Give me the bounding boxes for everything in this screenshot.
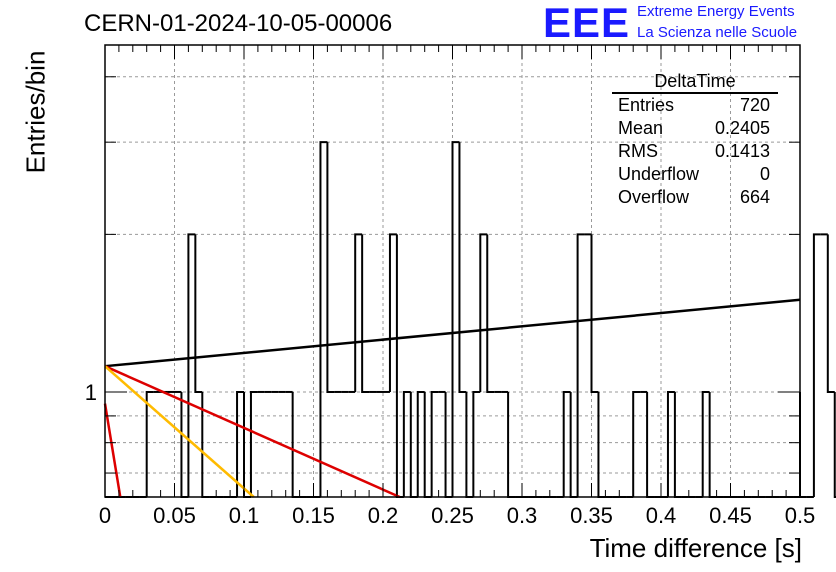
y-tick-label: 1	[85, 380, 97, 405]
histogram-bin	[201, 391, 210, 498]
stats-label: RMS	[618, 141, 658, 161]
stats-row-entries: Entries 720	[608, 94, 778, 117]
eee-logo: EEE	[543, 0, 631, 46]
histogram-bin	[402, 390, 411, 497]
y-axis-label: Entries/bin	[20, 50, 51, 174]
histogram-bin	[833, 391, 836, 498]
histogram-bin	[646, 391, 655, 498]
histogram-bin	[236, 390, 244, 497]
histogram-bin	[451, 141, 460, 497]
stats-value: 720	[739, 95, 770, 115]
stats-value: 0.1413	[714, 141, 770, 161]
x-tick-label: 0.35	[570, 503, 613, 528]
histogram-bin	[361, 234, 370, 393]
stats-row-overflow: Overflow 664	[608, 186, 778, 209]
histogram-bin	[562, 390, 571, 497]
histogram-bin	[465, 391, 474, 498]
fit-curve	[104, 298, 801, 368]
stats-row-rms: RMS 0.1413	[608, 140, 778, 163]
x-tick-label: 0.3	[507, 503, 538, 528]
histogram-bin	[632, 390, 641, 497]
stats-value: 0.2405	[714, 118, 770, 138]
fit-curve	[104, 365, 401, 499]
stats-title: DeltaTime	[612, 70, 778, 94]
run-title: CERN-01-2024-10-05-00006	[84, 10, 393, 37]
histogram-bin	[180, 391, 189, 498]
histogram-bin	[388, 233, 397, 392]
stats-row-mean: Mean 0.2405	[608, 117, 778, 140]
histogram-bin	[423, 391, 432, 498]
histogram-bin	[444, 391, 453, 498]
histogram-bin	[243, 391, 251, 498]
x-tick-label: 0.5	[785, 503, 816, 528]
histogram-bin	[249, 390, 258, 497]
histogram-bin	[472, 390, 481, 497]
histogram-bin	[319, 141, 328, 497]
histogram-bin	[326, 142, 335, 393]
logo-line-2: La Scienza nelle Scuole	[637, 24, 798, 41]
fit-curves	[103, 298, 801, 499]
histogram-bin	[416, 390, 425, 497]
histogram-bin	[507, 391, 516, 498]
x-tick-label: 0	[99, 503, 111, 528]
logo-line-1: Extreme Energy Events	[637, 3, 795, 20]
histogram-bin	[354, 233, 363, 392]
histogram-bin	[569, 391, 578, 498]
stats-label: Entries	[618, 95, 675, 115]
histogram-bin	[430, 390, 439, 497]
histogram-bin	[666, 390, 675, 497]
histogram-bin	[187, 233, 196, 497]
x-tick-label: 0.1	[229, 503, 260, 528]
x-tick-label: 0.2	[368, 503, 399, 528]
histogram-bin	[291, 391, 300, 498]
histogram-bin	[590, 234, 599, 393]
stats-row-underflow: Underflow 0	[608, 163, 778, 186]
histogram-bin	[409, 391, 418, 498]
histogram-bin	[597, 391, 606, 498]
histogram-bin	[458, 142, 467, 393]
histogram-bin	[708, 391, 717, 498]
grid-lines	[105, 45, 800, 497]
histogram-bin	[812, 233, 821, 497]
histogram-bin	[145, 390, 154, 497]
stats-value: 664	[739, 187, 770, 207]
x-tick-label: 0.45	[709, 503, 752, 528]
stats-label: Underflow	[618, 164, 700, 184]
x-tick-label: 0.05	[153, 503, 196, 528]
x-tick-label: 0.4	[646, 503, 677, 528]
histogram-bin	[479, 233, 488, 392]
axis-ticks: 0 0.05 0.1 0.15 0.2 0.25 0.3 0.35 0.4 0.45 0.5 1	[85, 45, 816, 528]
stats-value: 0	[759, 164, 770, 184]
x-axis-label: Time difference [s]	[589, 533, 802, 563]
stats-box: DeltaTime Entries 720 Mean 0.2405 RMS 0.…	[608, 70, 778, 209]
histogram-bin	[576, 233, 585, 497]
histogram-bin	[194, 234, 203, 393]
histogram-bin	[486, 234, 495, 393]
histogram-bin	[395, 234, 404, 498]
fit-curve	[103, 403, 122, 498]
x-tick-label: 0.15	[292, 503, 335, 528]
x-tick-label: 0.25	[431, 503, 474, 528]
histogram-bin	[701, 390, 710, 497]
stats-label: Mean	[618, 118, 664, 138]
fit-curve	[104, 365, 255, 498]
histogram-bin	[673, 391, 682, 498]
stats-label: Overflow	[618, 187, 690, 207]
histogram-bin	[826, 234, 835, 393]
